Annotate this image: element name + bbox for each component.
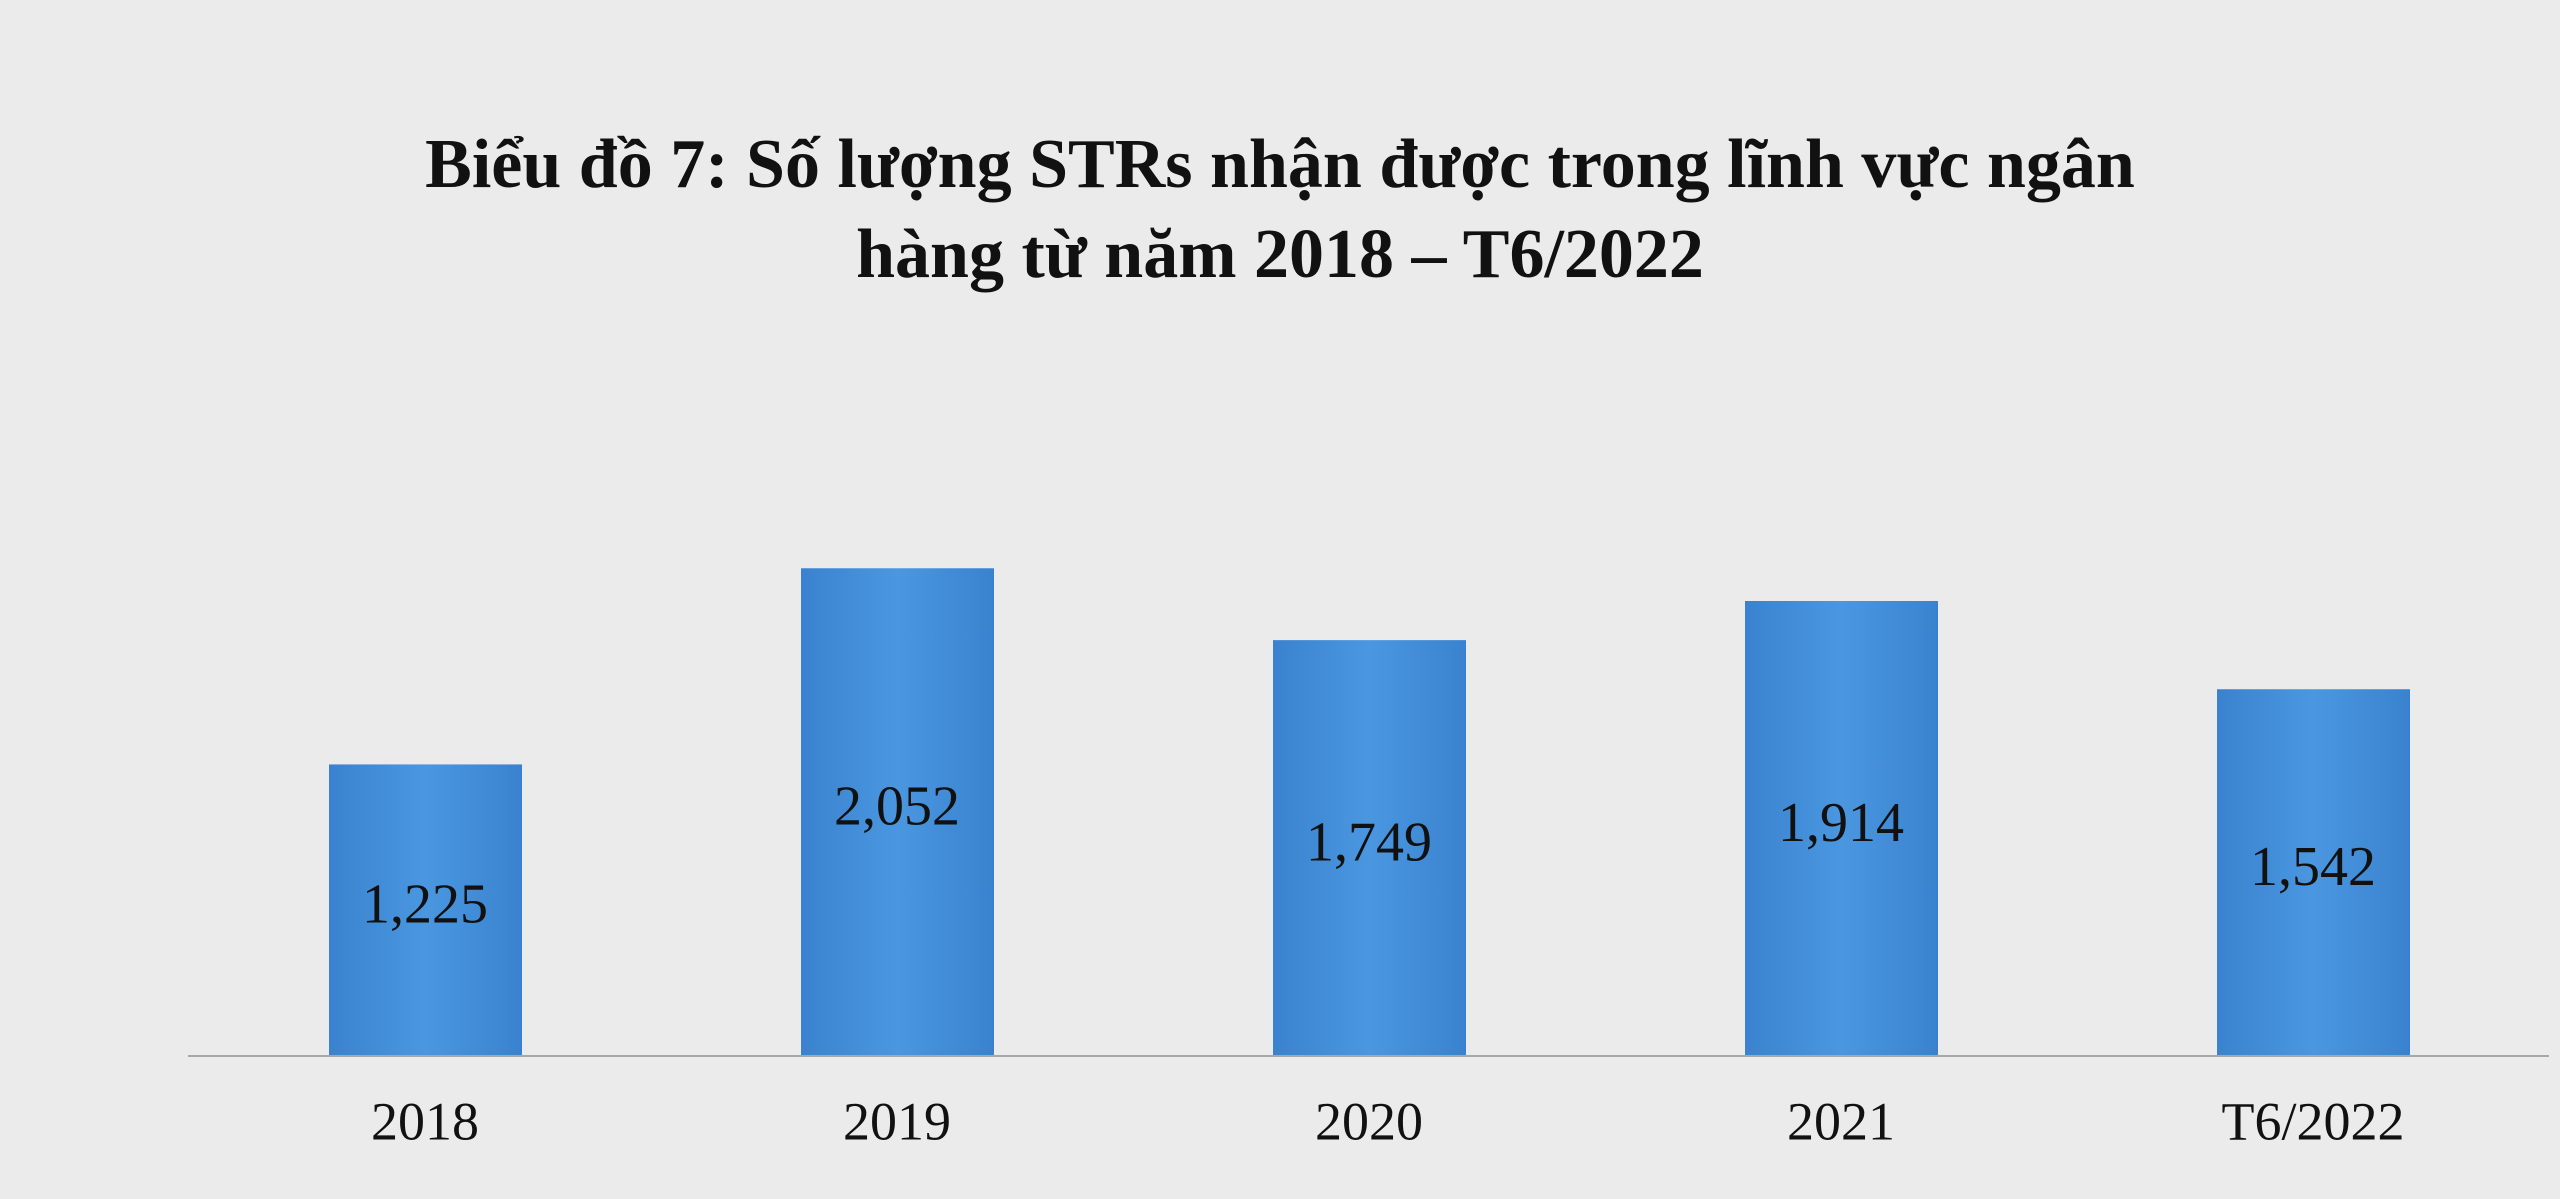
data-label: 2,052: [834, 775, 960, 837]
x-tick-label: 2020: [1315, 1091, 1423, 1151]
data-label: 1,542: [2250, 836, 2376, 898]
x-tick-label: 2018: [371, 1091, 479, 1151]
bar: [329, 764, 522, 1055]
data-label: 1,225: [362, 874, 488, 936]
x-tick-label: 2019: [843, 1091, 951, 1151]
chart-title: hàng từ năm 2018 – T6/2022: [856, 216, 1704, 293]
bar: [2217, 689, 2410, 1055]
bar: [1745, 600, 1938, 1055]
bar: [801, 568, 994, 1055]
chart-title: Biểu đồ 7: Số lượng STRs nhận được trong…: [425, 126, 2135, 203]
bar: [1273, 640, 1466, 1055]
x-tick-label: 2021: [1787, 1091, 1895, 1151]
data-label: 1,749: [1306, 811, 1432, 873]
data-label: 1,914: [1778, 792, 1904, 854]
x-tick-label: T6/2022: [2222, 1091, 2405, 1151]
